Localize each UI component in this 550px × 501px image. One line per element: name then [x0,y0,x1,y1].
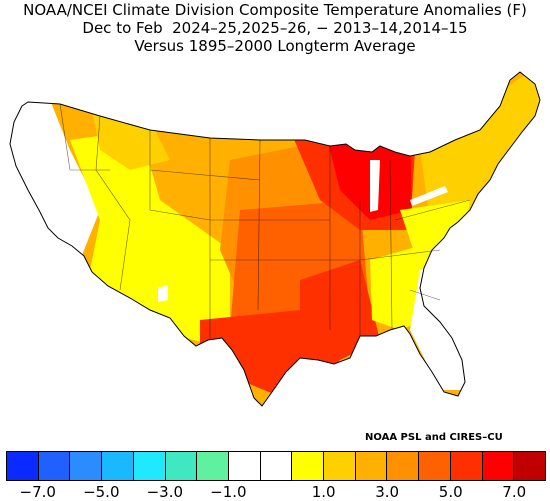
legend-swatch-8 [260,452,293,480]
legend-swatch-9 [292,452,325,480]
credit-text: NOAA PSL and CIRES–CU [365,432,503,443]
legend-swatch-11 [355,452,388,480]
us-outline [9,71,541,407]
legend-tick-0: −7.0 [19,483,56,501]
legend-swatch-5 [165,452,198,480]
us-temperature-anomaly-map [9,71,541,407]
legend-tick-labels: −7.0 −5.0 −3.0 −1.0 1.0 3.0 5.0 7.0 [6,483,546,501]
lake-superior [350,132,405,148]
lake-michigan [370,160,380,212]
region-southeast-white [410,260,470,390]
legend-swatch-1 [38,452,71,480]
legend-swatch-13 [419,452,451,480]
legend-swatch-14 [450,452,483,480]
legend-tick-2: −3.0 [146,483,184,501]
map-title: NOAA/NCEI Climate Division Composite Tem… [23,1,527,19]
legend-tick-7: 7.0 [502,483,527,501]
map-subtitle-period: Dec to Feb 2024–25,2025–26, − 2013–14,20… [82,19,468,37]
region-west-coast [10,72,100,320]
legend-swatch-10 [324,452,356,480]
legend-swatch-7 [228,452,261,480]
legend-tick-3: −1.0 [210,483,247,501]
lake-erie [410,186,448,206]
map-subtitle-baseline: Versus 1895–2000 Longterm Average [134,37,416,55]
legend-swatch-16 [514,452,545,480]
state-borders [59,103,471,340]
legend-swatch-15 [482,452,515,480]
legend-swatch-4 [133,452,166,480]
legend-swatch-2 [70,452,103,480]
legend-swatch-12 [387,452,420,480]
legend-tick-5: 3.0 [375,483,400,501]
legend-swatch-3 [102,452,134,480]
legend-tick-4: 1.0 [311,483,336,501]
legend-tick-1: −5.0 [83,483,120,501]
legend-swatch-0 [7,452,39,480]
region-northeast [420,72,540,220]
legend-tick-6: 5.0 [438,483,463,501]
legend-swatch-6 [197,452,229,480]
color-legend [6,451,546,481]
salt-lake [158,285,168,302]
